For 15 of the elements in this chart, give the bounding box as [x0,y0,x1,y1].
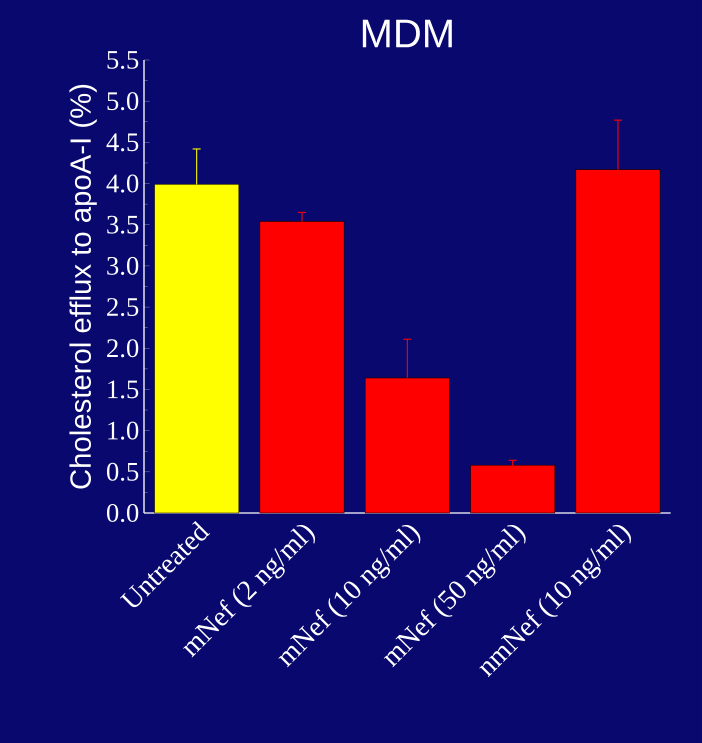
y-tick-label: 1.0 [108,422,138,440]
chart-title: MDM [362,20,452,48]
y-tick-label: 0.0 [106,504,138,522]
y-tick-label: 3.5 [107,216,138,234]
bar [470,464,556,514]
y-tick-label: 5.0 [108,92,138,110]
y-tick-label: 2.5 [107,298,138,316]
y-tick-label: 4.5 [106,133,138,152]
y-tick-label: 0.5 [106,462,138,481]
y-tick-label: 5.5 [108,51,138,69]
y-axis-title: Cholesterol efflux to apoA-I (%) [69,84,97,489]
y-tick-label: 2.0 [107,339,138,358]
y-tick-label: 1.5 [108,380,138,398]
y-tick-label: 3.0 [107,256,138,275]
y-tick-label: 4.0 [106,174,138,193]
